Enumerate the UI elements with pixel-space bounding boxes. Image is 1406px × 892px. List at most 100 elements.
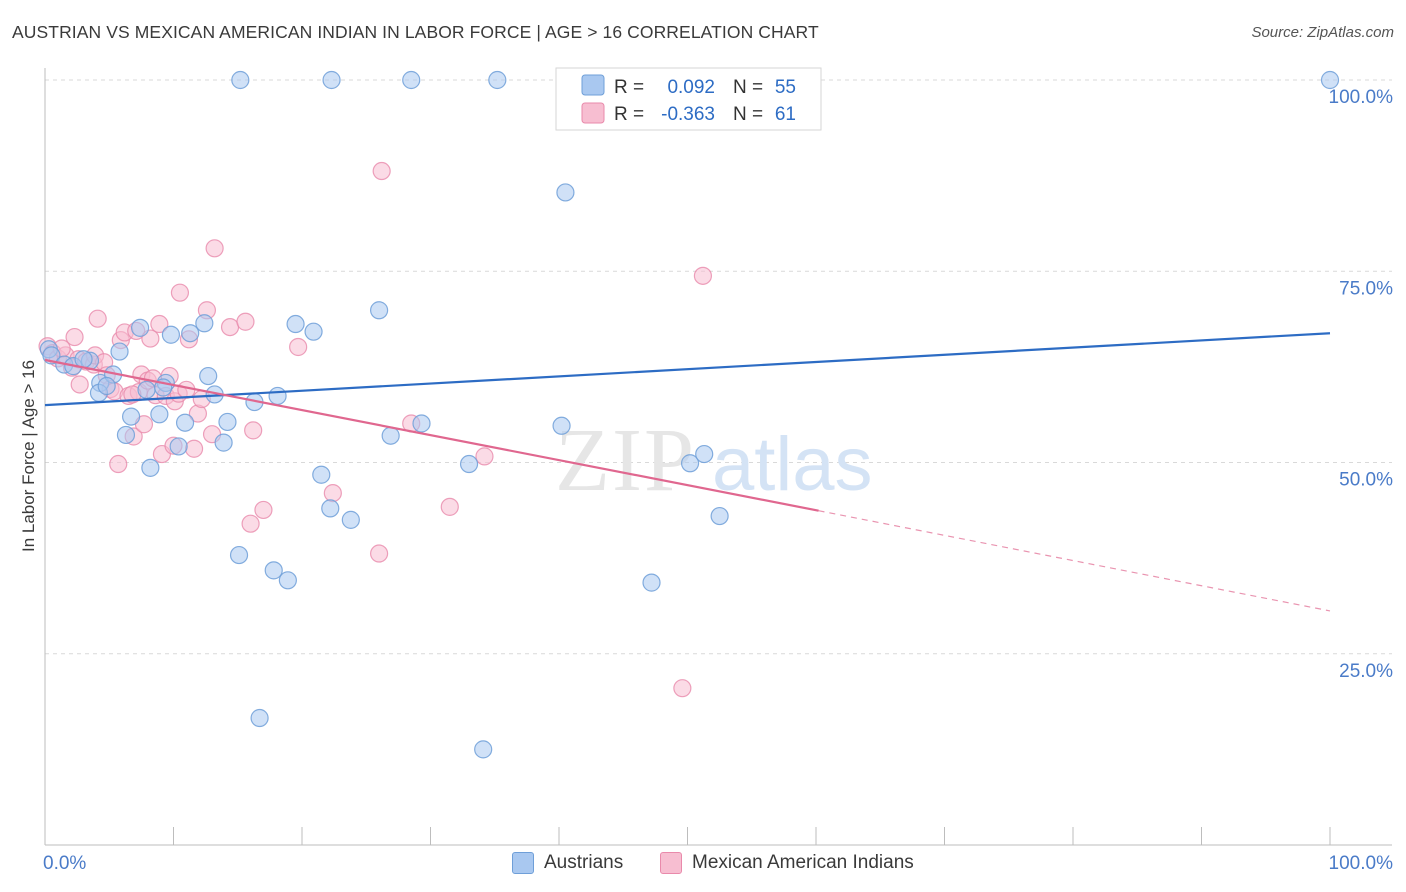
legend-box: R = 0.092 N = 55 R = -0.363 N = 61 [555,67,822,131]
point-mexican-5 [65,327,84,347]
legend-r-label-1: R = [614,77,644,98]
point-mexican-49 [370,544,389,563]
point-austrian-32 [286,314,305,334]
point-austrian-17 [169,437,188,456]
bottom-legend: Austrians Mexican American Indians [0,852,1406,878]
point-mexican-43 [236,312,255,331]
x-tick-label-100: 100.0% [1329,853,1394,874]
legend-r-label-2: R = [614,104,644,125]
point-mexican-55 [693,266,713,285]
point-austrian-13 [141,458,160,477]
point-austrian-29 [264,561,283,580]
point-mexican-45 [244,421,263,440]
y-tick-label-100: 100.0% [1329,87,1394,108]
legend-swatch-mexican [581,102,605,124]
point-austrian-30 [268,386,287,406]
point-austrian-31 [278,571,297,590]
point-mexican-28 [150,314,169,334]
legend-n-value-1: 55 [775,77,796,98]
point-austrian-26 [231,70,250,90]
point-austrian-47 [642,573,661,592]
tick-labels: 25.0% 50.0% 75.0% 100.0% 0.0% 100.0% [43,87,1393,874]
legend-n-value-2: 61 [775,104,796,125]
point-austrian-41 [412,414,431,433]
legend-n-label-1: N = [733,77,763,98]
point-austrian-53 [97,376,116,396]
source-label: Source: ZipAtlas.com [1251,24,1394,41]
point-austrian-24 [218,412,237,432]
point-austrian-40 [402,70,421,90]
gridlines [45,79,1392,655]
axes [44,68,1392,846]
point-mexican-36 [184,439,204,458]
point-mexican-52 [440,497,459,516]
trend-line-austrians [44,332,1331,407]
point-austrian-23 [214,433,233,452]
point-austrian-14 [150,405,169,424]
point-austrian-25 [229,545,249,565]
point-mexican-42 [220,317,240,337]
point-austrian-18 [175,413,195,432]
point-austrian-48 [680,454,700,473]
point-mexican-59 [177,380,196,399]
point-austrian-43 [474,740,493,759]
trend-line-mexican-extrapolated [818,510,1331,612]
chart-title: AUSTRIAN VS MEXICAN AMERICAN INDIAN IN L… [12,22,819,42]
point-austrian-44 [488,70,507,90]
bottom-legend-swatch-mexican [660,852,682,874]
point-austrian-38 [370,301,389,320]
point-austrian-8 [110,342,129,361]
point-austrian-51 [1320,70,1340,90]
y-tick-label-75: 75.0% [1339,278,1393,299]
point-austrian-35 [321,499,340,518]
point-austrian-45 [552,416,571,435]
legend-swatch-austrians [581,74,605,96]
y-axis-label: In Labor Force | Age > 16 [19,360,38,552]
bottom-legend-austrians: Austrians [512,852,623,874]
bottom-legend-swatch-austrians [512,852,534,874]
bottom-legend-label-austrians: Austrians [544,852,624,873]
point-mexican-53 [475,447,494,466]
watermark: ZIP atlas [555,411,873,510]
point-austrian-52 [74,350,93,369]
point-austrian-11 [130,318,150,337]
point-mexican-46 [254,500,273,520]
watermark-zip: ZIP [555,411,696,510]
y-tick-label-50: 50.0% [1339,470,1393,491]
point-austrian-10 [121,407,141,426]
point-austrian-36 [322,70,341,90]
point-austrian-34 [312,465,331,484]
point-mexican-48 [323,484,342,503]
point-austrian-49 [695,444,714,464]
point-austrian-37 [341,510,360,529]
point-mexican-34 [170,283,190,302]
point-austrian-21 [199,366,218,386]
point-austrian-9 [116,425,136,445]
point-mexican-41 [205,239,224,258]
legend-r-value-1: 0.092 [667,77,715,98]
point-austrian-19 [181,324,200,343]
point-austrian-39 [381,426,400,445]
watermark-atlas: atlas [712,422,873,507]
point-mexican-50 [372,161,391,181]
legend-n-label-2: N = [733,104,763,125]
point-austrian-16 [161,325,181,344]
point-mexican-54 [673,679,692,698]
legend-r-value-2: -0.363 [661,104,715,125]
y-tick-label-25: 25.0% [1339,661,1393,682]
x-tick-label-0: 0.0% [43,853,86,874]
point-mexican-7 [70,375,89,394]
point-austrian-46 [556,183,575,202]
point-austrian-20 [195,314,214,333]
point-austrian-28 [250,708,269,728]
point-mexican-16 [109,454,128,474]
point-austrian-12 [137,380,156,399]
bottom-legend-label-mexican: Mexican American Indians [692,852,914,873]
point-austrian-42 [459,454,479,474]
point-austrian-50 [710,506,729,526]
point-mexican-44 [241,514,260,533]
point-mexican-47 [289,337,308,357]
trend-line-mexican [44,358,819,512]
point-mexican-11 [88,309,107,328]
